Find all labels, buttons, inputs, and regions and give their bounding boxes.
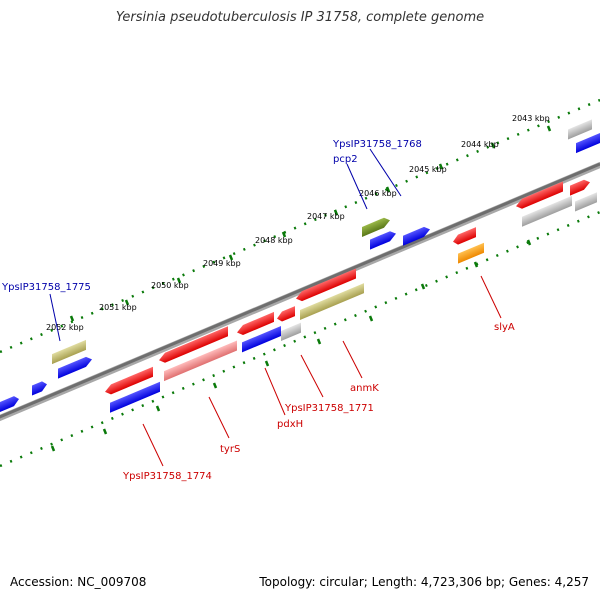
leader-line [208,396,230,439]
major-tick [473,261,479,268]
gene-arrow-blue [576,132,600,154]
major-tick [333,209,339,216]
gene-arrow-orange [458,242,484,264]
gene-arrow-olive [300,283,364,320]
gene-arrow-olive [52,339,86,365]
gene-label: pdxH [277,419,303,430]
major-tick [176,277,182,284]
inner-major-ticks [50,239,532,452]
major-tick [155,405,161,412]
tick-label: 2050 kbp [151,281,189,290]
major-tick [546,125,552,132]
major-tick [420,283,426,290]
tick-label: 2047 kbp [307,212,345,221]
gene-arrow-blue [370,231,396,250]
major-tick [102,428,108,435]
gene-labels: YpsIP31758_1768 pcp2 YpsIP31758_1775 sly… [1,139,515,482]
gene-arrow-blue [110,381,160,413]
tick-label: 2045 kbp [409,165,447,174]
gene-label: tyrS [220,444,240,455]
major-tick [228,254,234,261]
gene-label: pcp2 [333,154,358,165]
major-tick [316,338,322,345]
leader-line [264,367,286,416]
gene-label: YpsIP31758_1771 [284,403,374,414]
gene-features [0,119,600,413]
gene-arrow-red [277,306,295,322]
major-tick [69,315,75,322]
gene-label: slyA [494,322,515,333]
major-tick [264,360,270,367]
leader-line [369,148,402,197]
gene-arrow-red [105,366,153,395]
major-tick [438,163,444,170]
leader-line [49,293,61,342]
gene-arrow-gray [575,192,597,212]
gene-label: YpsIP31758_1775 [1,282,91,293]
gene-arrow-gray [281,322,301,341]
gene-label: YpsIP31758_1768 [332,139,422,150]
gene-arrow-gray [522,195,572,227]
gene-arrow-pink [164,340,237,382]
tick-labels: 2043 kbp 2044 kbp 2045 kbp 2046 kbp 2047… [46,114,550,332]
tick-label: 2044 kbp [461,140,499,149]
label-leaders [49,148,502,467]
gene-arrow-red [237,311,274,335]
gene-arrow-blue [58,356,92,379]
gene-arrow-blue [32,381,47,396]
map-title: Yersinia pseudotuberculosis IP 31758, co… [115,10,485,25]
leader-line [342,340,363,379]
leader-line [142,423,164,467]
tick-label: 2046 kbp [359,189,397,198]
gene-arrow-red [570,179,590,196]
major-tick [490,142,496,149]
leader-line [346,163,368,210]
major-tick [212,382,218,389]
gene-arrow-green [362,217,390,237]
gene-arrow-red [159,326,228,363]
gene-arrow-blue [0,396,19,412]
gene-label: YpsIP31758_1774 [122,471,212,482]
outer-major-ticks [69,125,552,322]
tick-label: 2048 kbp [255,236,293,245]
leader-line [480,275,502,319]
gene-arrow-red [296,268,356,302]
accession-text: Accession: NC_009708 [10,575,147,589]
tick-label: 2051 kbp [99,303,137,312]
major-tick [385,186,391,193]
gene-arrow-gray [568,119,592,140]
genome-info-text: Topology: circular; Length: 4,723,306 bp… [259,575,589,589]
major-tick [124,299,130,306]
gene-arrow-red [453,227,476,245]
major-tick [526,239,532,246]
major-tick [50,445,56,452]
gene-label: anmK [350,383,379,394]
major-tick [281,231,287,238]
leader-line [300,354,324,398]
gene-arrow-red [516,181,563,209]
tick-label: 2049 kbp [203,259,241,268]
genome-backbone-shade [0,162,600,419]
tick-label: 2052 kbp [46,323,84,332]
major-tick [368,315,374,322]
gene-arrow-blue [403,226,430,246]
tick-label: 2043 kbp [512,114,550,123]
gene-arrow-blue [242,325,281,353]
